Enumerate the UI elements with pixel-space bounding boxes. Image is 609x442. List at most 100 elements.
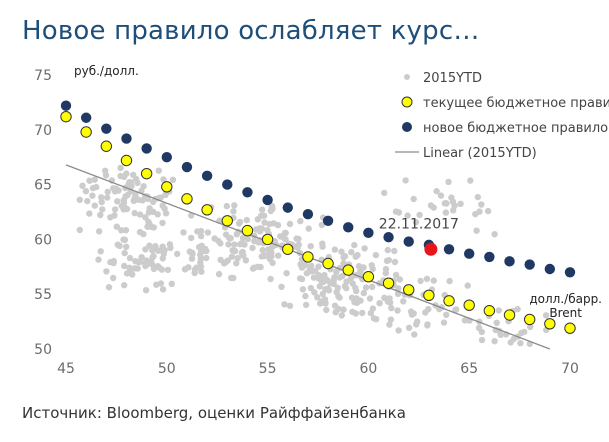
scatter-point bbox=[145, 209, 153, 216]
current-rule-point bbox=[322, 257, 334, 270]
scatter-point bbox=[243, 216, 250, 224]
scatter-point bbox=[402, 177, 409, 184]
scatter-point bbox=[162, 191, 169, 198]
current-rule-point bbox=[382, 277, 395, 289]
new-rule-point bbox=[161, 152, 172, 163]
scatter-2015ytd bbox=[76, 164, 550, 348]
current-rule-point bbox=[564, 322, 576, 334]
series-current-rule bbox=[60, 110, 576, 334]
scatter-point bbox=[96, 228, 103, 235]
new-rule-point bbox=[242, 187, 253, 198]
new-rule-point bbox=[484, 251, 495, 263]
scatter-point bbox=[333, 268, 340, 275]
new-rule-point bbox=[504, 256, 515, 267]
scatter-point bbox=[338, 248, 345, 255]
new-rule-point bbox=[302, 208, 314, 220]
scatter-point bbox=[126, 264, 133, 271]
scatter-point bbox=[131, 209, 138, 217]
scatter-point bbox=[315, 271, 322, 279]
scatter-point bbox=[400, 298, 407, 305]
scatter-point bbox=[168, 280, 175, 287]
scatter-point bbox=[249, 244, 256, 252]
scatter-point bbox=[457, 200, 464, 207]
scatter-point bbox=[352, 310, 359, 317]
scatter-point bbox=[254, 216, 261, 223]
scatter-point bbox=[161, 205, 168, 212]
scatter-point bbox=[188, 212, 195, 219]
scatter-point bbox=[227, 235, 234, 242]
highlight-point bbox=[424, 242, 438, 256]
new-rule-point bbox=[262, 194, 273, 206]
scatter-point bbox=[86, 177, 93, 184]
scatter-point bbox=[467, 177, 474, 184]
y-tick-labels: 50 55 60 65 70 75 bbox=[34, 68, 52, 358]
scatter-point bbox=[156, 264, 163, 271]
scatter-point bbox=[319, 290, 326, 298]
scatter-point bbox=[105, 284, 113, 291]
scatter-point bbox=[143, 257, 150, 264]
y-tick-label: 70 bbox=[34, 123, 52, 139]
scatter-point bbox=[354, 251, 361, 259]
scatter-point bbox=[222, 259, 229, 266]
scatter-point bbox=[138, 254, 145, 261]
scatter-point bbox=[295, 241, 302, 248]
scatter-point bbox=[215, 237, 222, 245]
current-rule-point bbox=[241, 224, 254, 237]
scatter-point bbox=[126, 254, 134, 262]
new-rule-point bbox=[343, 222, 354, 233]
scatter-point bbox=[283, 270, 290, 277]
scatter-point bbox=[231, 202, 238, 209]
scatter-point bbox=[174, 250, 181, 258]
scatter-point bbox=[394, 307, 401, 314]
scatter-point bbox=[142, 246, 149, 253]
scatter-point bbox=[369, 283, 376, 290]
scatter-point bbox=[258, 206, 266, 213]
scatter-point bbox=[114, 241, 121, 248]
current-rule-point bbox=[201, 204, 213, 216]
current-rule-point bbox=[483, 304, 496, 317]
scatter-point bbox=[517, 340, 524, 347]
current-rule-point bbox=[403, 284, 415, 296]
scatter-point bbox=[411, 331, 418, 338]
scatter-point bbox=[336, 294, 343, 301]
scatter-point bbox=[76, 196, 84, 203]
scatter-point bbox=[121, 282, 128, 289]
scatter-point bbox=[117, 172, 124, 180]
scatter-point bbox=[159, 286, 167, 293]
scatter-point bbox=[464, 282, 471, 289]
scatter-point bbox=[84, 197, 91, 205]
scatter-point bbox=[330, 277, 337, 284]
current-rule-point bbox=[120, 154, 133, 167]
scatter-point bbox=[491, 231, 498, 238]
scatter-point bbox=[270, 220, 277, 227]
scatter-point bbox=[298, 264, 306, 271]
scatter-point bbox=[266, 255, 274, 263]
scatter-point bbox=[392, 208, 400, 215]
scatter-point bbox=[362, 284, 370, 291]
scatter-point bbox=[135, 258, 142, 266]
scatter-point bbox=[110, 274, 117, 282]
scatter-point bbox=[99, 206, 106, 213]
scatter-point bbox=[228, 274, 235, 282]
scatter-point bbox=[433, 188, 440, 195]
scatter-point bbox=[384, 298, 392, 305]
scatter-point bbox=[233, 260, 240, 267]
current-rule-point bbox=[302, 251, 314, 263]
new-rule-point bbox=[60, 100, 72, 111]
scatter-point bbox=[299, 286, 307, 293]
scatter-point bbox=[142, 214, 149, 221]
scatter-point bbox=[478, 328, 485, 336]
new-rule-point bbox=[322, 215, 334, 226]
scatter-point bbox=[417, 277, 424, 285]
scatter-point bbox=[164, 266, 172, 274]
scatter-point bbox=[121, 262, 128, 270]
scatter-point bbox=[134, 265, 141, 272]
scatter-point bbox=[121, 236, 129, 243]
new-rule-point bbox=[101, 123, 112, 134]
scatter-point bbox=[121, 249, 128, 257]
scatter-point bbox=[446, 277, 453, 285]
scatter-point bbox=[396, 276, 404, 283]
legend-label-linear: Linear (2015YTD) bbox=[423, 146, 537, 161]
scatter-point bbox=[305, 225, 312, 232]
new-rule-point bbox=[121, 133, 132, 144]
